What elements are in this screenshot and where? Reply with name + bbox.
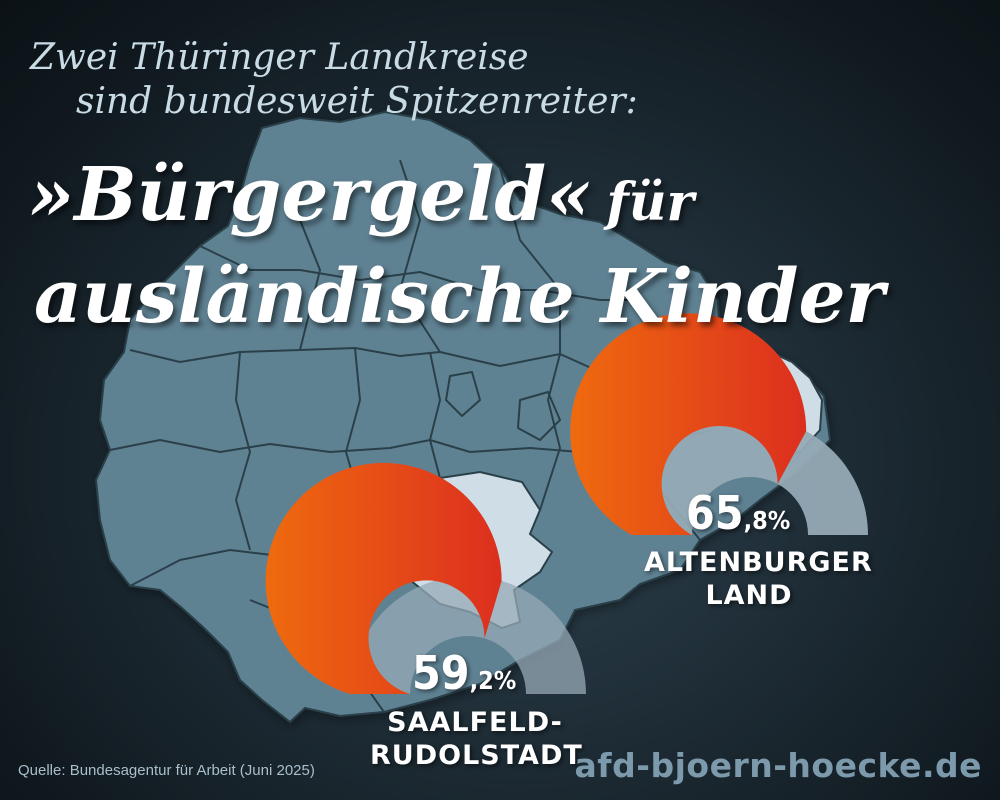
intro-line-1: Zwei Thüringer Landkreise — [30, 37, 529, 78]
gauge-fill-saalfeld-rudolstadt — [265, 462, 502, 694]
region-name-line-2: RUDOLSTADT — [370, 740, 583, 771]
gauge-track-altenburger-land — [632, 417, 868, 535]
intro-line-2: sind bundesweit Spitzenreiter: — [76, 81, 638, 122]
region-name-line-1: SAALFELD- — [387, 707, 563, 738]
value-integer: 65 — [686, 486, 744, 540]
headline-line-2: ausländische Kinder — [34, 254, 885, 340]
gauge-value-altenburger-land: 65,8% — [686, 486, 790, 540]
gauge-track-saalfeld-rudolstadt — [350, 576, 586, 694]
gauge-altenburger-land — [570, 313, 868, 535]
source-note: Quelle: Bundesagentur für Arbeit (Juni 2… — [18, 762, 315, 779]
value-decimal: ,8% — [743, 506, 791, 535]
intro-text: Zwei Thüringer Landkreise sind bundeswei… — [30, 36, 638, 124]
value-integer: 59 — [412, 646, 470, 700]
gauge-value-saalfeld-rudolstadt: 59,2% — [412, 646, 516, 700]
region-name-line-1: ALTENBURGER — [644, 547, 873, 578]
region-label-altenburger-land: ALTENBURGER LAND — [644, 546, 873, 612]
headline-line-1: »Bürgergeld« für — [28, 150, 694, 248]
region-label-saalfeld-rudolstadt: SAALFELD- RUDOLSTADT — [370, 706, 583, 772]
region-name-line-2: LAND — [705, 580, 793, 611]
headline-fuer: für — [606, 172, 694, 233]
value-decimal: ,2% — [469, 666, 517, 695]
gauge-fill-altenburger-land — [570, 313, 807, 535]
headline-buergergeld: »Bürgergeld« — [28, 152, 593, 238]
gauge-saalfeld-rudolstadt — [265, 462, 586, 694]
website-url: afd-bjoern-hoecke.de — [574, 746, 982, 785]
